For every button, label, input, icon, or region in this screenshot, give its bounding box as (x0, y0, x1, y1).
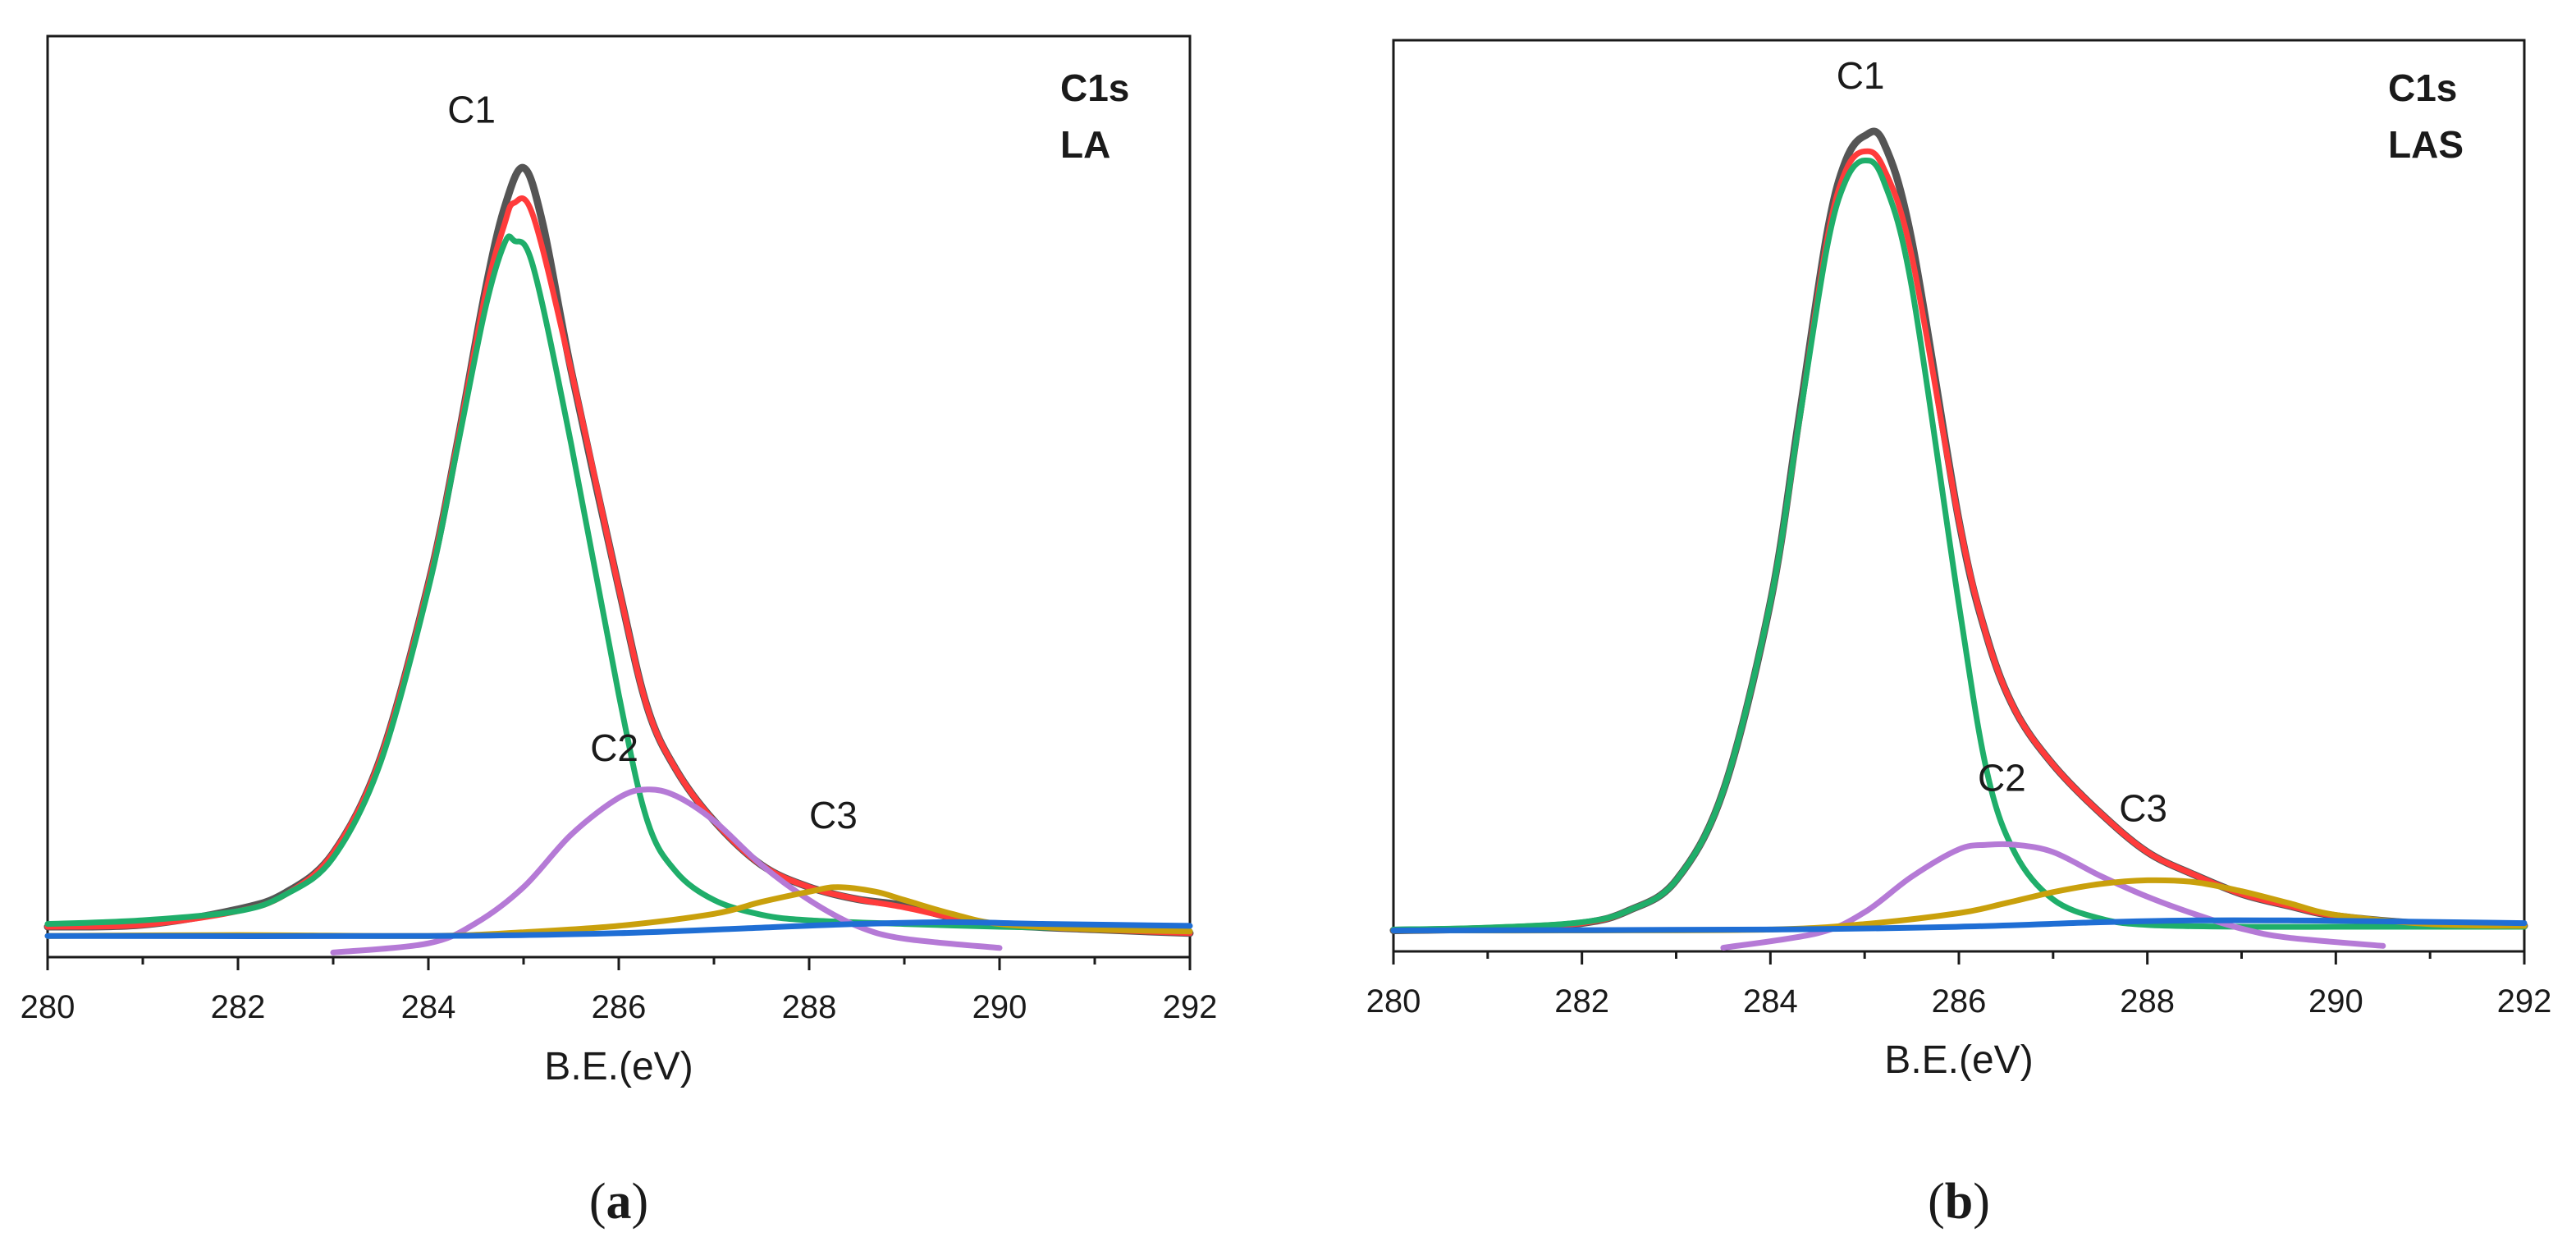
plot-frame (1392, 39, 2526, 953)
x-tick-label: 292 (1163, 989, 1218, 1025)
series-line-c1 (1390, 157, 2528, 933)
series-line-c1 (44, 233, 1193, 935)
panel-caption: (b) (1928, 1174, 1990, 1230)
x-tick-label: 280 (1366, 983, 1421, 1020)
x-axis-label: B.E.(eV) (1884, 1038, 2033, 1082)
x-tick-label: 286 (592, 989, 647, 1025)
x-tick-label: 288 (782, 989, 837, 1025)
series-line-c2 (1720, 841, 2386, 951)
x-tick-label: 282 (1554, 983, 1609, 1020)
x-tick-label: 284 (1743, 983, 1798, 1020)
peak-labels: C1 C2 C3 (1837, 54, 2167, 829)
panel-title-line-1: C1s (1060, 66, 1129, 109)
x-tick-label: 290 (972, 989, 1027, 1025)
series-line-background (1390, 917, 2528, 933)
x-axis-label: B.E.(eV) (544, 1045, 693, 1088)
x-tick-label: 288 (2120, 983, 2175, 1020)
series-line-background (44, 919, 1193, 939)
plot-frame (46, 34, 1192, 959)
chart-panel-a: 280 282 284 286 288 290 292 C1 C2 C3 C1s LA B.E.… (21, 34, 1218, 1230)
peak-label-c1: C1 (1837, 54, 1885, 97)
x-tick-label: 292 (2497, 983, 2552, 1020)
peak-labels: C1 C2 C3 (447, 88, 858, 836)
x-axis-ticks: 280 282 284 286 288 290 292 (1366, 951, 2552, 1020)
peak-label-c2: C2 (590, 726, 638, 769)
chart-panel-b: 280 282 284 286 288 290 292 C1 C2 C3 C1s LAS B.E… (1366, 39, 2552, 1230)
series-group (1389, 127, 2528, 951)
peak-label-c3: C3 (809, 794, 858, 836)
panel-caption: (a) (589, 1174, 648, 1230)
peak-label-c1: C1 (447, 88, 496, 131)
x-tick-label: 286 (1932, 983, 1987, 1020)
x-tick-label: 290 (2308, 983, 2363, 1020)
panel-caption-letter: a (606, 1174, 632, 1230)
panel-title-line-2: LAS (2388, 123, 2464, 166)
panel-title-line-1: C1s (2388, 66, 2457, 109)
x-tick-label: 280 (21, 989, 75, 1025)
x-axis-ticks: 280 282 284 286 288 290 292 (21, 957, 1218, 1025)
x-tick-label: 284 (401, 989, 456, 1025)
peak-label-c3: C3 (2119, 786, 2167, 829)
peak-label-c2: C2 (1978, 757, 2026, 800)
panel-caption-letter: b (1945, 1174, 1973, 1230)
series-group (43, 163, 1194, 955)
panel-title-line-2: LA (1060, 123, 1110, 166)
x-tick-label: 282 (211, 989, 266, 1025)
